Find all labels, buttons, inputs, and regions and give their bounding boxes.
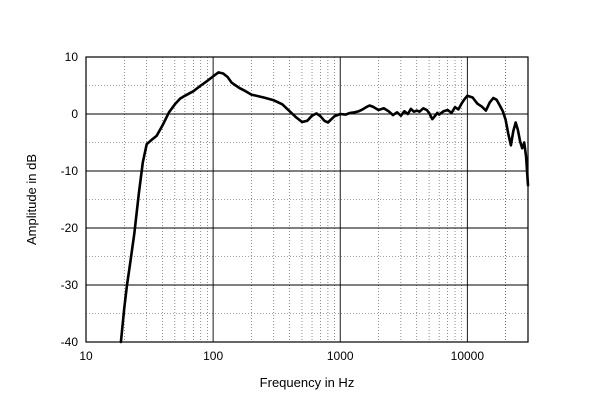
y-tick-label: 0 bbox=[71, 107, 78, 121]
major-gridlines bbox=[86, 57, 528, 342]
x-tick-labels: 10 100 1000 10000 bbox=[79, 349, 484, 363]
x-tick-label: 100 bbox=[203, 349, 223, 363]
minor-gridlines bbox=[86, 57, 528, 342]
series-line bbox=[119, 71, 530, 344]
y-tick-label: 10 bbox=[65, 50, 79, 64]
y-tick-label: -20 bbox=[61, 221, 79, 235]
plot-frame bbox=[85, 56, 529, 343]
y-axis-title: Amplitude in dB bbox=[24, 154, 39, 245]
x-axis-title: Frequency in Hz bbox=[260, 375, 355, 390]
y-tick-labels: 10 0 -10 -20 -30 -40 bbox=[61, 50, 79, 349]
x-tick-label: 10 bbox=[79, 349, 93, 363]
y-tick-label: -30 bbox=[61, 278, 79, 292]
x-tick-label: 1000 bbox=[327, 349, 354, 363]
y-tick-label: -40 bbox=[61, 335, 79, 349]
y-tick-label: -10 bbox=[61, 164, 79, 178]
x-tick-label: 10000 bbox=[451, 349, 485, 363]
